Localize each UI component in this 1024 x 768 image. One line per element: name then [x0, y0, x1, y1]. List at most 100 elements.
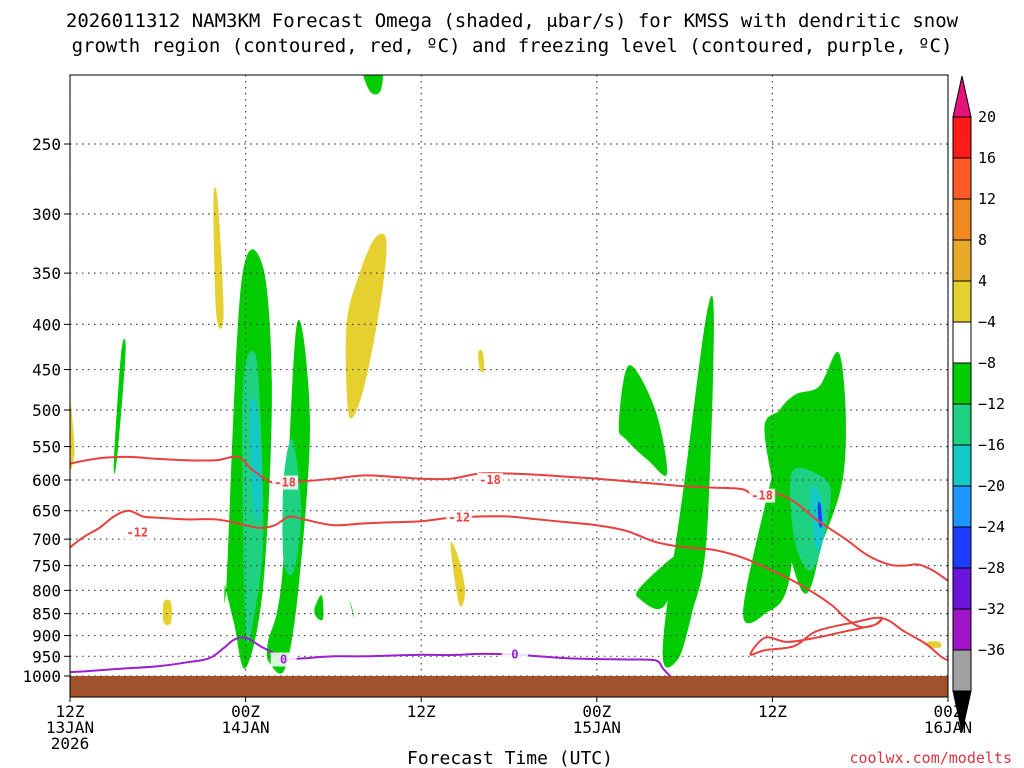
y-tick-label-0: 250 [32, 135, 61, 154]
colorbar-swatch-4 [952, 280, 972, 323]
omega-region-0-0 [113, 338, 126, 474]
contour-label-bg-0-1 [476, 472, 503, 487]
contour-label-1-0: -12 [126, 525, 148, 539]
omega-region-0-7 [636, 536, 689, 610]
colorbar-label-8: −16 [978, 436, 1005, 454]
plot-area [70, 75, 948, 697]
contour-line-2 [70, 636, 671, 677]
colorbar-label-9: −20 [978, 477, 1005, 495]
contour-label-bg-2-0 [270, 652, 297, 667]
omega-region-4-2 [213, 186, 224, 329]
omega-region-4-0 [70, 400, 75, 470]
contour-line-0 [70, 455, 948, 582]
y-tick-label-7: 600 [32, 471, 61, 490]
omega-region-0-8 [662, 295, 714, 668]
colorbar-swatch-13 [952, 649, 972, 692]
y-tick-label-6: 550 [32, 438, 61, 457]
contour-label-0-2: -18 [751, 489, 773, 503]
y-tick-label-12: 850 [32, 605, 61, 624]
colorbar-label-11: −28 [978, 559, 1005, 577]
colorbar-label-12: −32 [978, 600, 1005, 618]
x-tick-label-1-0: 00Z [231, 702, 260, 721]
x-tick-label-5-0: 00Z [934, 702, 963, 721]
colorbar-swatch-10 [952, 526, 972, 569]
colorbar-label-7: −12 [978, 395, 1005, 413]
colorbar-label-5: −4 [978, 313, 996, 331]
colorbar-top-arrow [952, 75, 972, 118]
contour-label-0-1: -18 [479, 473, 501, 487]
colorbar-swatch-6 [952, 362, 972, 405]
omega-region-1-1 [282, 438, 302, 576]
contour-label-bg-2-1 [501, 647, 528, 662]
omega-region-4-5 [478, 349, 485, 372]
colorbar-swatch-7 [952, 403, 972, 446]
x-axis-title: Forecast Time (UTC) [407, 748, 613, 768]
contour-label-bg-0-0 [272, 475, 299, 490]
chart-title-line-1: 2026011312 NAM3KM Forecast Omega (shaded… [66, 10, 959, 32]
credit-text[interactable]: coolwx.com/modelts [849, 749, 1012, 767]
terrain-surface [70, 676, 948, 697]
colorbar-swatch-12 [952, 608, 972, 651]
y-tick-label-15: 1000 [22, 667, 61, 686]
omega-region-2-1 [810, 486, 826, 552]
x-tick-label-3-1: 15JAN [573, 718, 621, 737]
contour-labels: -18 -18 -18 -12 -12 0 0 [124, 472, 776, 667]
contour-label-bg-1-1 [446, 510, 473, 525]
x-tick-label-1-1: 14JAN [222, 718, 270, 737]
x-tick-label-0-1: 13JAN [46, 718, 94, 737]
terrain-fill [70, 676, 948, 697]
y-tick-label-2: 350 [32, 264, 61, 283]
omega-region-4-3 [345, 233, 387, 419]
colorbar-label-2: 12 [978, 190, 996, 208]
omega-region-2-0 [249, 398, 262, 522]
y-tick-label-4: 450 [32, 361, 61, 380]
x-tick-label-0-2: 2026 [51, 734, 90, 753]
plot-frame [69, 74, 949, 698]
colorbar-label-0: 20 [978, 108, 996, 126]
colorbar-label-6: −8 [978, 354, 996, 372]
omega-region-4-1 [162, 599, 172, 626]
colorbar-bottom-arrow [952, 690, 972, 733]
colorbar: 20 16 12 8 4 −4 −8 −12 −16 −20 −24 −28 −32 −36 [952, 75, 1005, 733]
x-tick-label-4-0: 12Z [758, 702, 787, 721]
y-tick-label-1: 300 [32, 205, 61, 224]
contour-label-2-1: 0 [511, 648, 518, 662]
y-tick-label-8: 650 [32, 502, 61, 521]
x-tick-label-3-0: 00Z [582, 702, 611, 721]
colorbar-swatch-9 [952, 485, 972, 528]
colorbar-label-13: −36 [978, 641, 1005, 659]
colorbar-label-10: −24 [978, 518, 1005, 536]
y-tick-label-3: 400 [32, 315, 61, 334]
colorbar-swatch-0 [952, 116, 972, 159]
contour-label-0-0: -18 [274, 476, 296, 490]
y-tick-label-14: 950 [32, 647, 61, 666]
colorbar-swatch-3 [952, 239, 972, 282]
colorbar-swatch-11 [952, 567, 972, 610]
colorbar-swatch-5 [952, 321, 972, 364]
colorbar-label-3: 8 [978, 231, 987, 249]
y-tick-label-10: 750 [32, 557, 61, 576]
y-tick-label-11: 800 [32, 581, 61, 600]
contour-line-1 [70, 509, 948, 662]
omega-region-0-6 [618, 365, 668, 476]
y-tick-label-13: 900 [32, 627, 61, 646]
y-tick-label-5: 500 [32, 401, 61, 420]
omega-region-0-5 [363, 75, 384, 95]
contour-label-2-0: 0 [280, 653, 287, 667]
x-tick-label-2-0: 12Z [407, 702, 436, 721]
y-tick-label-9: 700 [32, 530, 61, 549]
y-axis: 250 300 350 400 450 500 550 600 650 700 750 800 850 9… [22, 135, 70, 686]
temperature-contours [70, 455, 948, 677]
colorbar-swatch-2 [952, 198, 972, 241]
colorbar-label-4: 4 [978, 272, 987, 290]
contour-label-bg-0-2 [749, 488, 776, 503]
colorbar-label-1: 16 [978, 149, 996, 167]
contour-label-bg-1-0 [124, 525, 151, 540]
x-tick-label-0-0: 12Z [56, 702, 85, 721]
omega-shading [70, 75, 942, 674]
colorbar-swatch-8 [952, 444, 972, 487]
chart-title-line-2: growth region (contoured, red, ºC) and f… [72, 35, 953, 57]
contour-label-1-1: -12 [448, 511, 470, 525]
